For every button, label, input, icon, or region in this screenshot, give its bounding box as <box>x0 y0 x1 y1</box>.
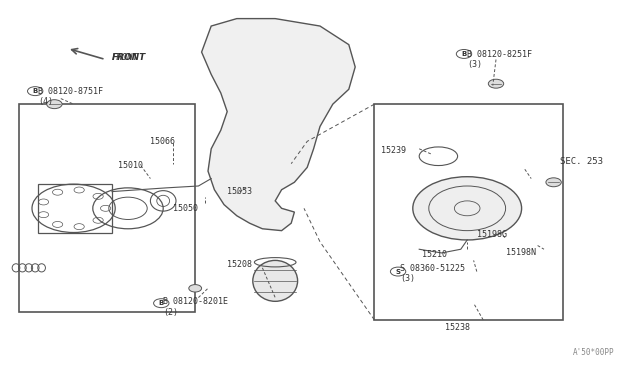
Text: 15208: 15208 <box>227 260 252 269</box>
Text: FRONT: FRONT <box>112 53 147 62</box>
Circle shape <box>93 193 103 199</box>
Circle shape <box>74 187 84 193</box>
Text: 15239: 15239 <box>381 146 406 155</box>
Text: 15066: 15066 <box>150 137 175 146</box>
Circle shape <box>456 49 472 58</box>
Text: B: B <box>159 300 164 306</box>
Polygon shape <box>202 19 355 231</box>
Text: 15198N: 15198N <box>506 248 536 257</box>
Text: S: S <box>396 269 401 275</box>
Text: SEC. 253: SEC. 253 <box>560 157 603 166</box>
Text: B: B <box>33 88 38 94</box>
Circle shape <box>52 221 63 227</box>
Circle shape <box>28 87 43 96</box>
Text: 15198G: 15198G <box>477 230 507 239</box>
Circle shape <box>413 177 522 240</box>
Text: 15010: 15010 <box>118 161 143 170</box>
Circle shape <box>390 267 406 276</box>
Circle shape <box>38 212 49 218</box>
Ellipse shape <box>253 260 298 301</box>
Text: A'50*00PP: A'50*00PP <box>573 348 614 357</box>
Text: B: B <box>461 51 467 57</box>
Circle shape <box>488 79 504 88</box>
Bar <box>19 104 195 312</box>
Bar <box>374 104 563 320</box>
Circle shape <box>154 299 169 308</box>
Text: B 08120-8251F
(3): B 08120-8251F (3) <box>467 50 532 69</box>
Circle shape <box>189 285 202 292</box>
Circle shape <box>52 189 63 195</box>
Circle shape <box>100 205 111 211</box>
Text: 15210: 15210 <box>422 250 447 259</box>
Circle shape <box>93 217 103 223</box>
Text: 15238: 15238 <box>445 323 470 332</box>
Circle shape <box>546 178 561 187</box>
Text: 15053: 15053 <box>227 187 252 196</box>
Circle shape <box>38 199 49 205</box>
Text: FRONT: FRONT <box>112 53 139 62</box>
Bar <box>38 184 112 232</box>
Text: 15050: 15050 <box>173 204 198 213</box>
Circle shape <box>74 224 84 230</box>
Circle shape <box>47 100 62 109</box>
Text: B 08120-8751F
(4): B 08120-8751F (4) <box>38 87 104 106</box>
Text: B 08120-8201E
(2): B 08120-8201E (2) <box>163 297 228 317</box>
Text: S 08360-51225
(3): S 08360-51225 (3) <box>400 264 465 283</box>
